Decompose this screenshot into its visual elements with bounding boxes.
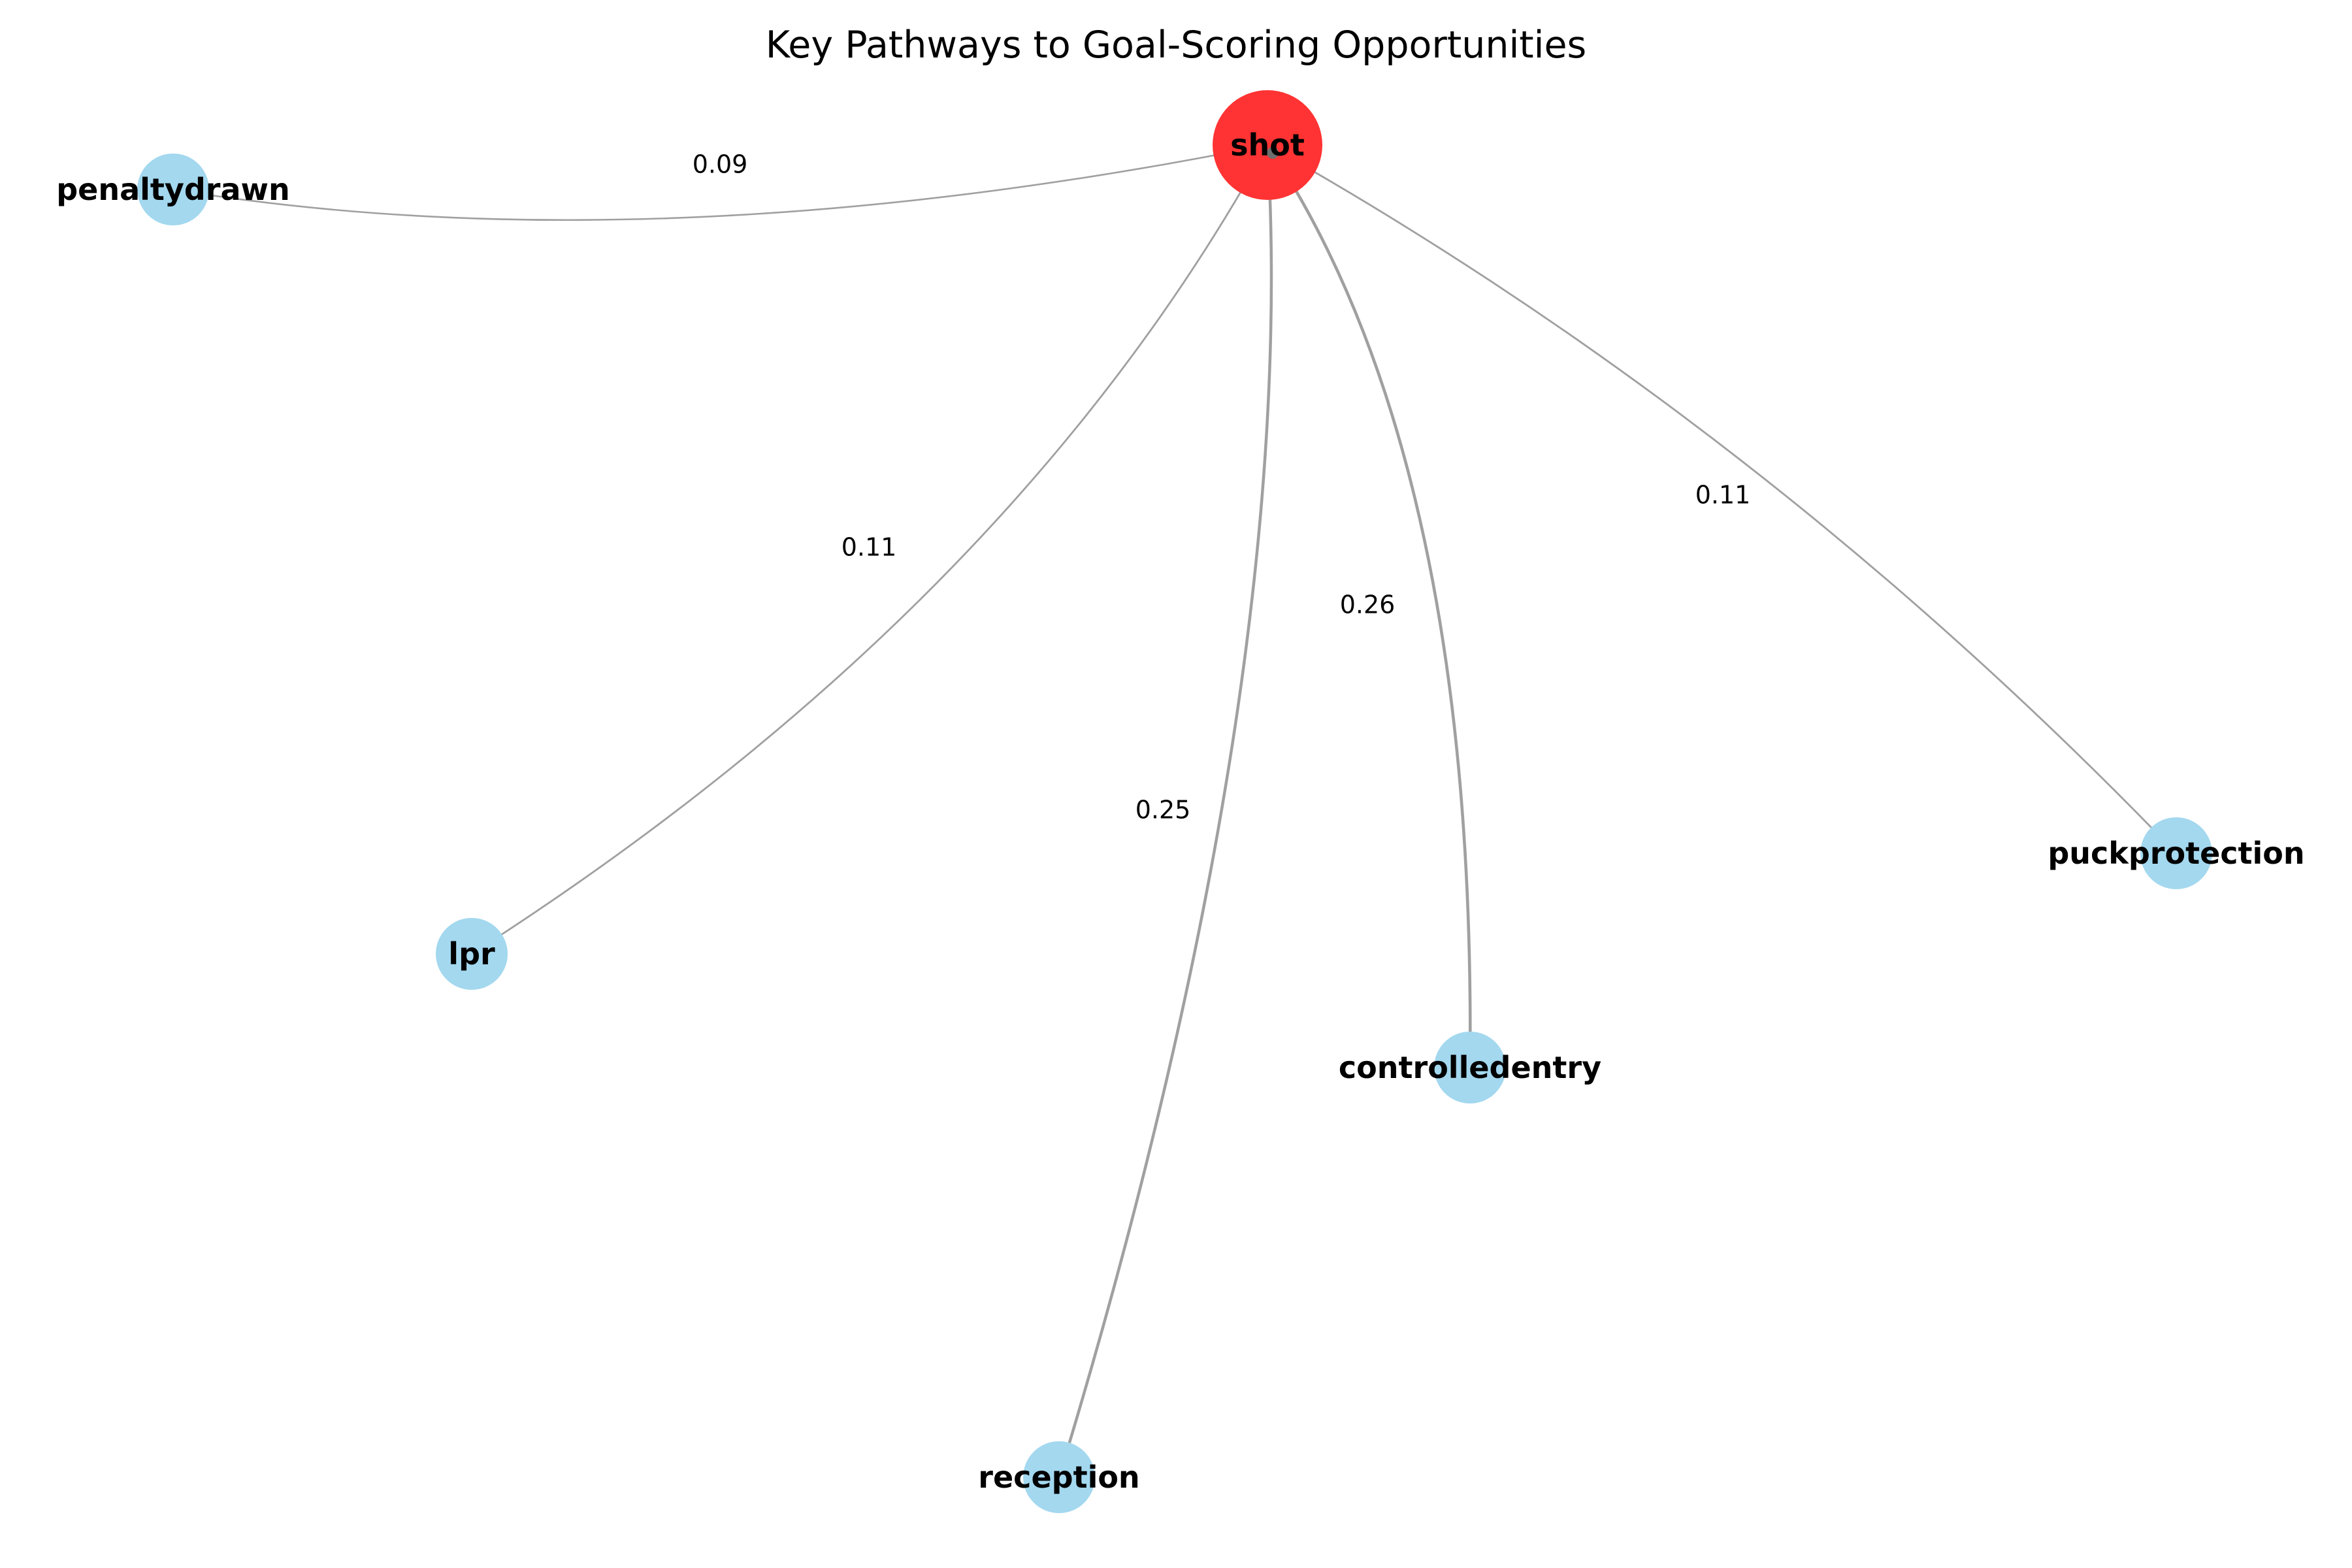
- diagram-title: Key Pathways to Goal-Scoring Opportuniti…: [766, 24, 1587, 67]
- node-labels-layer: penaltydrawn lpr reception controlledentry p…: [56, 127, 2304, 1495]
- edge-controlledentry-to-shot: [1266, 144, 1472, 1068]
- edge-puckprotection-to-shot: [1267, 144, 2178, 854]
- node-label-penaltydrawn: penaltydrawn: [56, 172, 290, 207]
- node-label-reception: reception: [978, 1460, 1139, 1495]
- node-shot: [1213, 90, 1322, 200]
- node-penaltydrawn: [137, 154, 209, 225]
- edge-weight-label-reception: 0.25: [1135, 796, 1191, 825]
- edge-weight-label-penaltydrawn: 0.09: [693, 150, 748, 179]
- arrowhead-marker: [1267, 147, 1279, 159]
- node-label-lpr: lpr: [448, 936, 495, 972]
- edge-weight-label-puckprotection: 0.11: [1695, 481, 1751, 510]
- node-label-shot: shot: [1230, 127, 1305, 163]
- node-reception: [1023, 1441, 1095, 1513]
- edges-layer: [172, 144, 2178, 1478]
- edge-reception-to-shot: [1057, 144, 1273, 1478]
- edge-weight-label-controlledentry: 0.26: [1340, 591, 1396, 619]
- node-controlledentry: [1434, 1032, 1506, 1103]
- edge-lpr-to-shot: [471, 144, 1269, 955]
- node-lpr: [436, 918, 508, 990]
- edge-penaltydrawn-to-shot: [172, 144, 1268, 221]
- node-label-puckprotection: puckprotection: [2048, 836, 2304, 871]
- edge-labels-layer: 0.09 0.11 0.25 0.26 0.11: [693, 150, 1751, 825]
- edge-weight-label-lpr: 0.11: [841, 533, 897, 562]
- node-puckprotection: [2140, 817, 2212, 889]
- node-label-controlledentry: controlledentry: [1339, 1050, 1601, 1085]
- nodes-layer: [137, 90, 2212, 1513]
